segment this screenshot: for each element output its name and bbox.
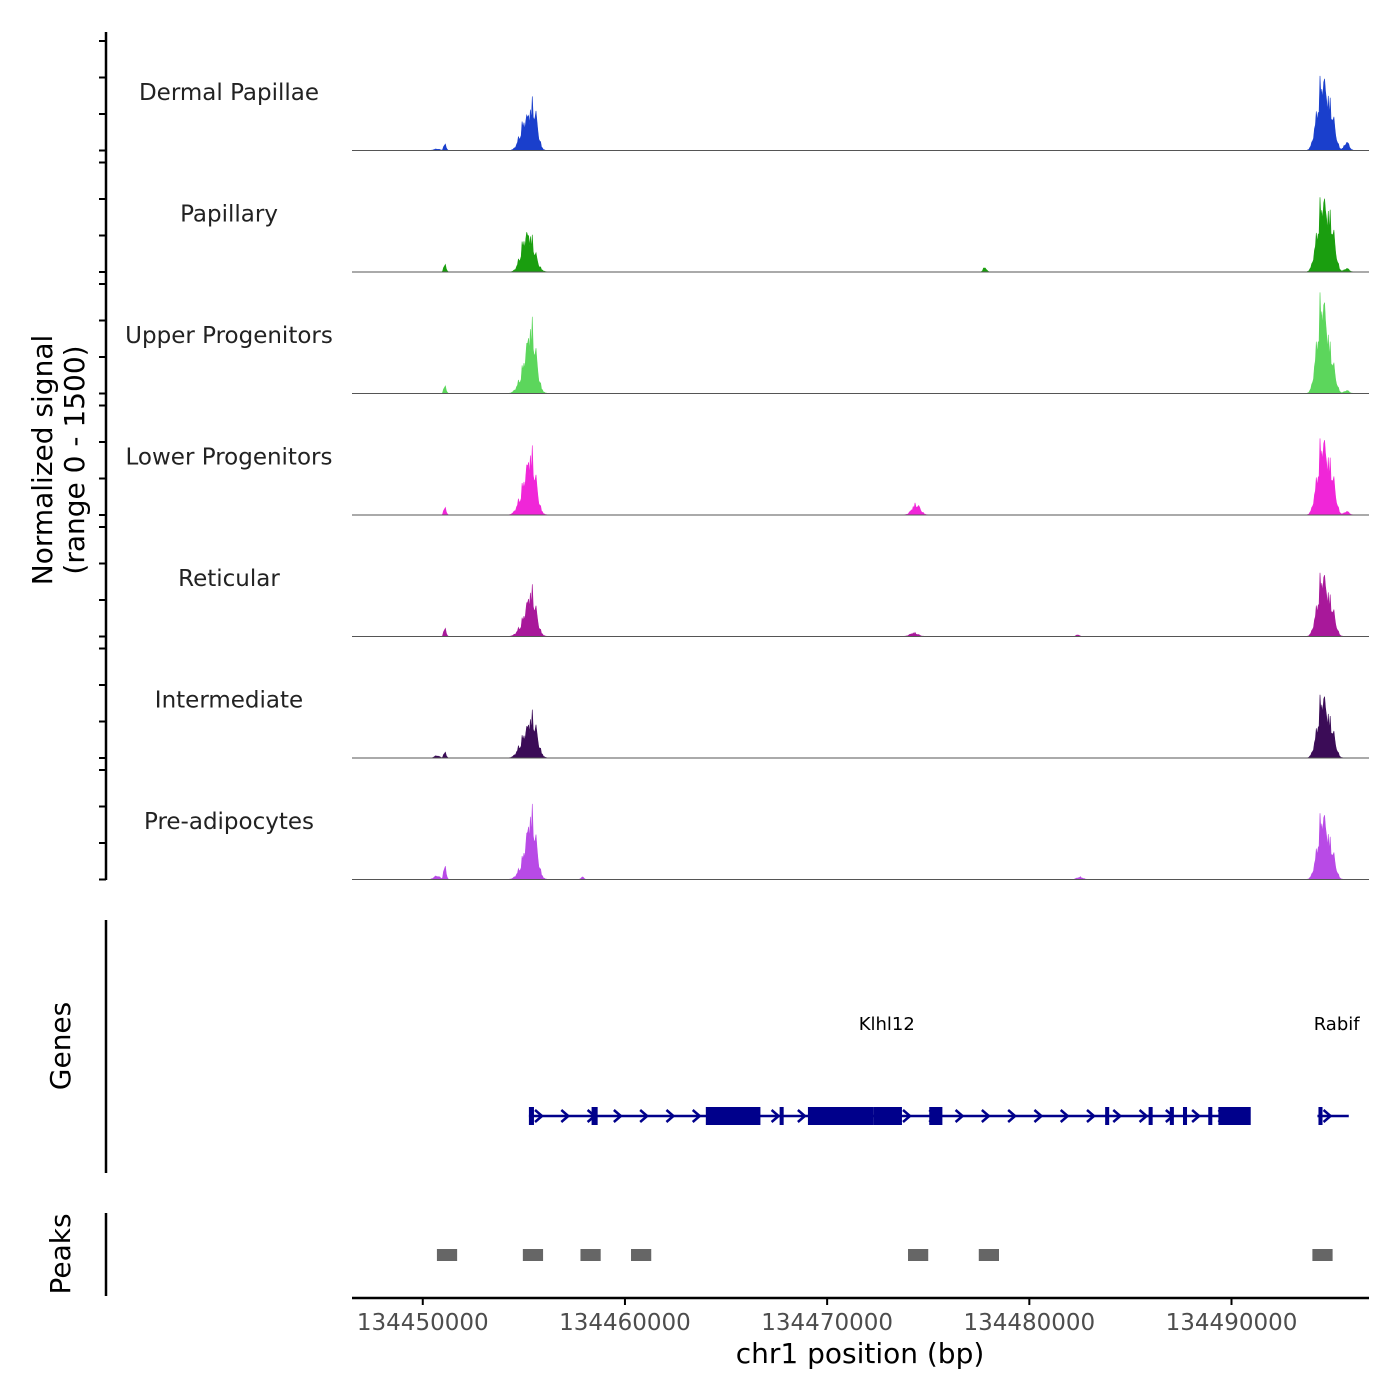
x-tick-label: 134480000 (963, 1310, 1095, 1336)
gene-exon (1318, 1107, 1323, 1125)
gene-exon (705, 1107, 761, 1125)
gene-label: Klhl12 (859, 1014, 915, 1035)
track-dermal-papillae: Dermal Papillae (139, 75, 1369, 151)
strand-arrow (691, 1109, 702, 1123)
gene-exon (1169, 1107, 1174, 1125)
track-label: Lower Progenitors (126, 445, 333, 471)
peak-region (978, 1249, 999, 1261)
strand-arrow (534, 1109, 544, 1123)
gene-exon (1105, 1107, 1110, 1125)
signal-area (352, 694, 1369, 759)
strand-arrow (1112, 1109, 1123, 1123)
track-label: Reticular (178, 566, 280, 592)
gene-exon (1208, 1107, 1213, 1125)
ylabel-line2: (range 0 - 1500) (58, 345, 91, 574)
peak-region (580, 1249, 601, 1261)
peak-region (436, 1249, 458, 1261)
gene-exon (591, 1107, 598, 1125)
strand-arrow (1322, 1109, 1333, 1123)
peak-region (522, 1249, 544, 1261)
gene-exon (1182, 1107, 1188, 1125)
signal-area (352, 292, 1369, 394)
signal-area (352, 75, 1369, 151)
track-intermediate: Intermediate (155, 688, 1369, 759)
strand-arrow (981, 1109, 991, 1123)
strand-arrow (560, 1109, 571, 1123)
peak-region (631, 1249, 652, 1261)
strand-arrow (770, 1109, 781, 1123)
track-papillary: Papillary (180, 197, 1369, 273)
peak-region (1312, 1249, 1333, 1261)
track-upper-progenitors: Upper Progenitors (125, 292, 1369, 394)
gene-exon (807, 1107, 874, 1125)
signal-area (352, 572, 1369, 637)
peak-region (908, 1249, 929, 1261)
track-label: Dermal Papillae (139, 80, 319, 106)
track-label: Papillary (180, 202, 278, 228)
track-reticular: Reticular (178, 566, 1369, 637)
x-tick-label: 134490000 (1166, 1310, 1298, 1336)
x-tick-label: 134450000 (357, 1310, 489, 1336)
gene-label: Rabif (1314, 1014, 1361, 1035)
track-label: Upper Progenitors (125, 323, 333, 349)
strand-arrow (902, 1109, 912, 1123)
strand-arrow (665, 1109, 676, 1123)
coverage-tracks: Dermal Papillae Papillary Upper Progenitor… (125, 75, 1369, 880)
gene-exon (1148, 1107, 1153, 1125)
gene-exon (1218, 1107, 1251, 1125)
x-tick-label: 134460000 (559, 1310, 691, 1336)
track-lower-progenitors: Lower Progenitors (126, 438, 1369, 516)
ylabel-line1: Normalized signal (26, 335, 59, 586)
strand-arrow (1191, 1109, 1202, 1123)
coverage-y-axis-ticks (99, 40, 106, 881)
genes-axis-title: Genes (44, 1002, 77, 1090)
strand-arrow (639, 1109, 650, 1123)
coverage-y-axis-title: Normalized signal (range 0 - 1500) (26, 335, 91, 586)
strand-arrow (954, 1109, 965, 1123)
gene-klhl12: Klhl12 (528, 1014, 1251, 1125)
gene-exon (528, 1107, 534, 1125)
strand-arrow (1138, 1109, 1149, 1123)
track-label: Pre-adipocytes (144, 809, 314, 835)
strand-arrow (1086, 1109, 1096, 1123)
signal-area (352, 803, 1369, 880)
x-axis-ticks: 134450000 134460000 134470000 134480000 1344… (357, 1298, 1297, 1336)
peaks-panel (436, 1249, 1333, 1261)
signal-area (352, 438, 1369, 516)
strand-arrow (797, 1109, 807, 1123)
strand-arrow (1033, 1109, 1044, 1123)
gene-exon (779, 1107, 784, 1125)
strand-arrow (1007, 1109, 1018, 1123)
x-tick-label: 134470000 (761, 1310, 893, 1336)
gene-rabif: Rabif (1314, 1014, 1361, 1125)
genes-panel: Klhl12 Rabif (528, 1014, 1361, 1125)
track-label: Intermediate (155, 688, 303, 714)
track-pre-adipocytes: Pre-adipocytes (144, 803, 1369, 880)
gene-exon (873, 1107, 902, 1125)
gene-exon (929, 1107, 943, 1125)
x-axis-title: chr1 position (bp) (736, 1337, 985, 1370)
strand-arrow (1059, 1109, 1070, 1123)
signal-area (352, 197, 1369, 273)
peaks-axis-title: Peaks (44, 1213, 77, 1294)
strand-arrow (613, 1109, 623, 1123)
